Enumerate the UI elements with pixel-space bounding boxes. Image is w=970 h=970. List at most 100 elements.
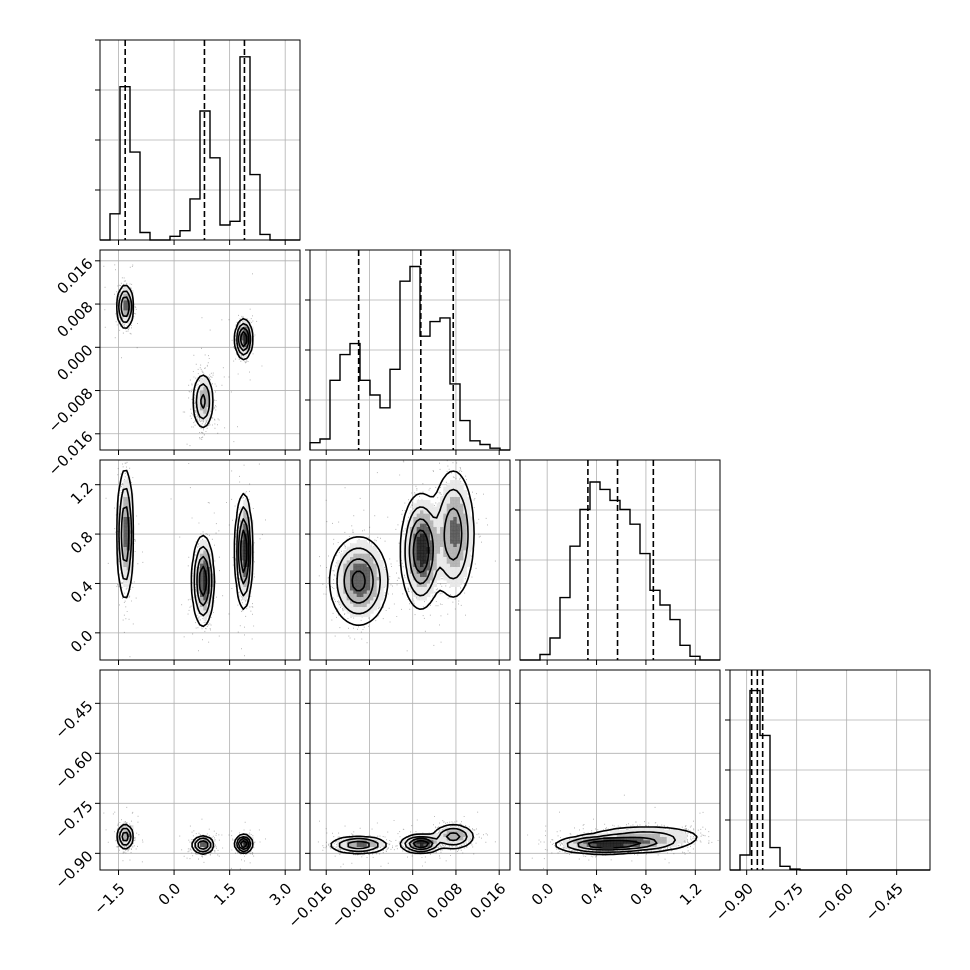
density-cell (196, 836, 201, 841)
density-cell (630, 836, 634, 841)
density-cell (120, 836, 124, 841)
density-cell (203, 410, 207, 414)
density-cell (336, 563, 341, 567)
density-cell (456, 493, 461, 497)
x-tick-label: 0.000 (380, 880, 423, 923)
density-cell (573, 843, 577, 847)
density-cell (456, 566, 461, 571)
density-cell (440, 550, 444, 554)
density-cell (446, 513, 451, 517)
density-cell (666, 840, 671, 844)
density-cell (416, 590, 421, 594)
density-cell (463, 500, 467, 504)
pair-panel-3-2 (527, 794, 719, 869)
density-cell (123, 313, 127, 317)
y-tick-label: 0.016 (53, 255, 96, 298)
density-cell (210, 556, 214, 561)
density-cell (666, 830, 671, 834)
density-cell (413, 540, 417, 544)
density-cell (466, 520, 471, 524)
density-cell (416, 506, 421, 511)
density-cell (243, 543, 247, 547)
density-cell (346, 546, 351, 551)
density-cell (430, 833, 434, 837)
histogram-step (100, 56, 300, 241)
density-cell (433, 576, 437, 581)
density-cell (246, 530, 251, 534)
density-cell (130, 546, 134, 551)
density-cell (236, 533, 241, 537)
density-cell (453, 546, 457, 551)
density-cell (196, 580, 201, 584)
density-cell (336, 576, 341, 581)
contour-line (239, 331, 248, 348)
density-cell (243, 340, 247, 344)
density-cell (466, 560, 471, 564)
density-cell (426, 843, 431, 847)
density-cell (613, 843, 617, 847)
density-cell (210, 563, 214, 567)
density-cell (683, 833, 687, 837)
density-cell (356, 543, 361, 547)
density-cell (453, 573, 457, 577)
density-cell (123, 543, 127, 547)
density-cell (370, 596, 374, 601)
contour-lines (330, 823, 474, 855)
density-cell (210, 596, 214, 601)
y-tick-label: −0.75 (51, 797, 96, 842)
density-cell (420, 510, 424, 514)
density-cell (433, 843, 437, 847)
density-cell (376, 586, 381, 591)
density-cell (463, 526, 467, 531)
density-cell (243, 550, 247, 554)
density-cell (433, 523, 437, 527)
density-cell (640, 840, 644, 844)
density-cell (636, 833, 641, 837)
density-cell (600, 833, 604, 837)
density-cell (450, 566, 454, 571)
density-cell (430, 526, 434, 531)
density-cell (360, 553, 364, 557)
density-cell (353, 543, 357, 547)
density-cell (210, 396, 214, 401)
density-cell (246, 510, 251, 514)
density-cell (426, 840, 431, 844)
density-cell (406, 843, 411, 847)
density-cell (373, 843, 377, 847)
density-cell (643, 840, 647, 844)
density-cell (366, 576, 371, 581)
density-cell (196, 583, 201, 587)
density-cell (416, 576, 421, 581)
density-cell (443, 826, 447, 831)
density-cell (580, 843, 584, 847)
density-cell (123, 840, 127, 844)
density-cell (340, 576, 344, 581)
density-cell (676, 840, 681, 844)
x-tick-label: −0.016 (284, 880, 336, 932)
density-cell (470, 520, 474, 524)
density-cell (633, 826, 637, 831)
density-cell (443, 550, 447, 554)
panel-content (318, 460, 496, 652)
density-cell (470, 533, 474, 537)
density-cell (470, 543, 474, 547)
density-cell (456, 483, 461, 487)
density-cell (203, 610, 207, 614)
density-cell (420, 843, 424, 847)
density-cell (463, 523, 467, 527)
density-cell (643, 826, 647, 831)
density-cell (446, 543, 451, 547)
density-cell (643, 846, 647, 851)
density-cell (340, 553, 344, 557)
density-cell (573, 836, 577, 841)
density-cell (343, 556, 347, 561)
density-cell (426, 500, 431, 504)
density-cell (436, 516, 441, 521)
density-cell (410, 523, 414, 527)
density-cell (356, 586, 361, 591)
density-cell (366, 610, 371, 614)
density-cell (370, 566, 374, 571)
density-cell (210, 403, 214, 407)
density-cell (240, 583, 244, 587)
density-cell (430, 530, 434, 534)
